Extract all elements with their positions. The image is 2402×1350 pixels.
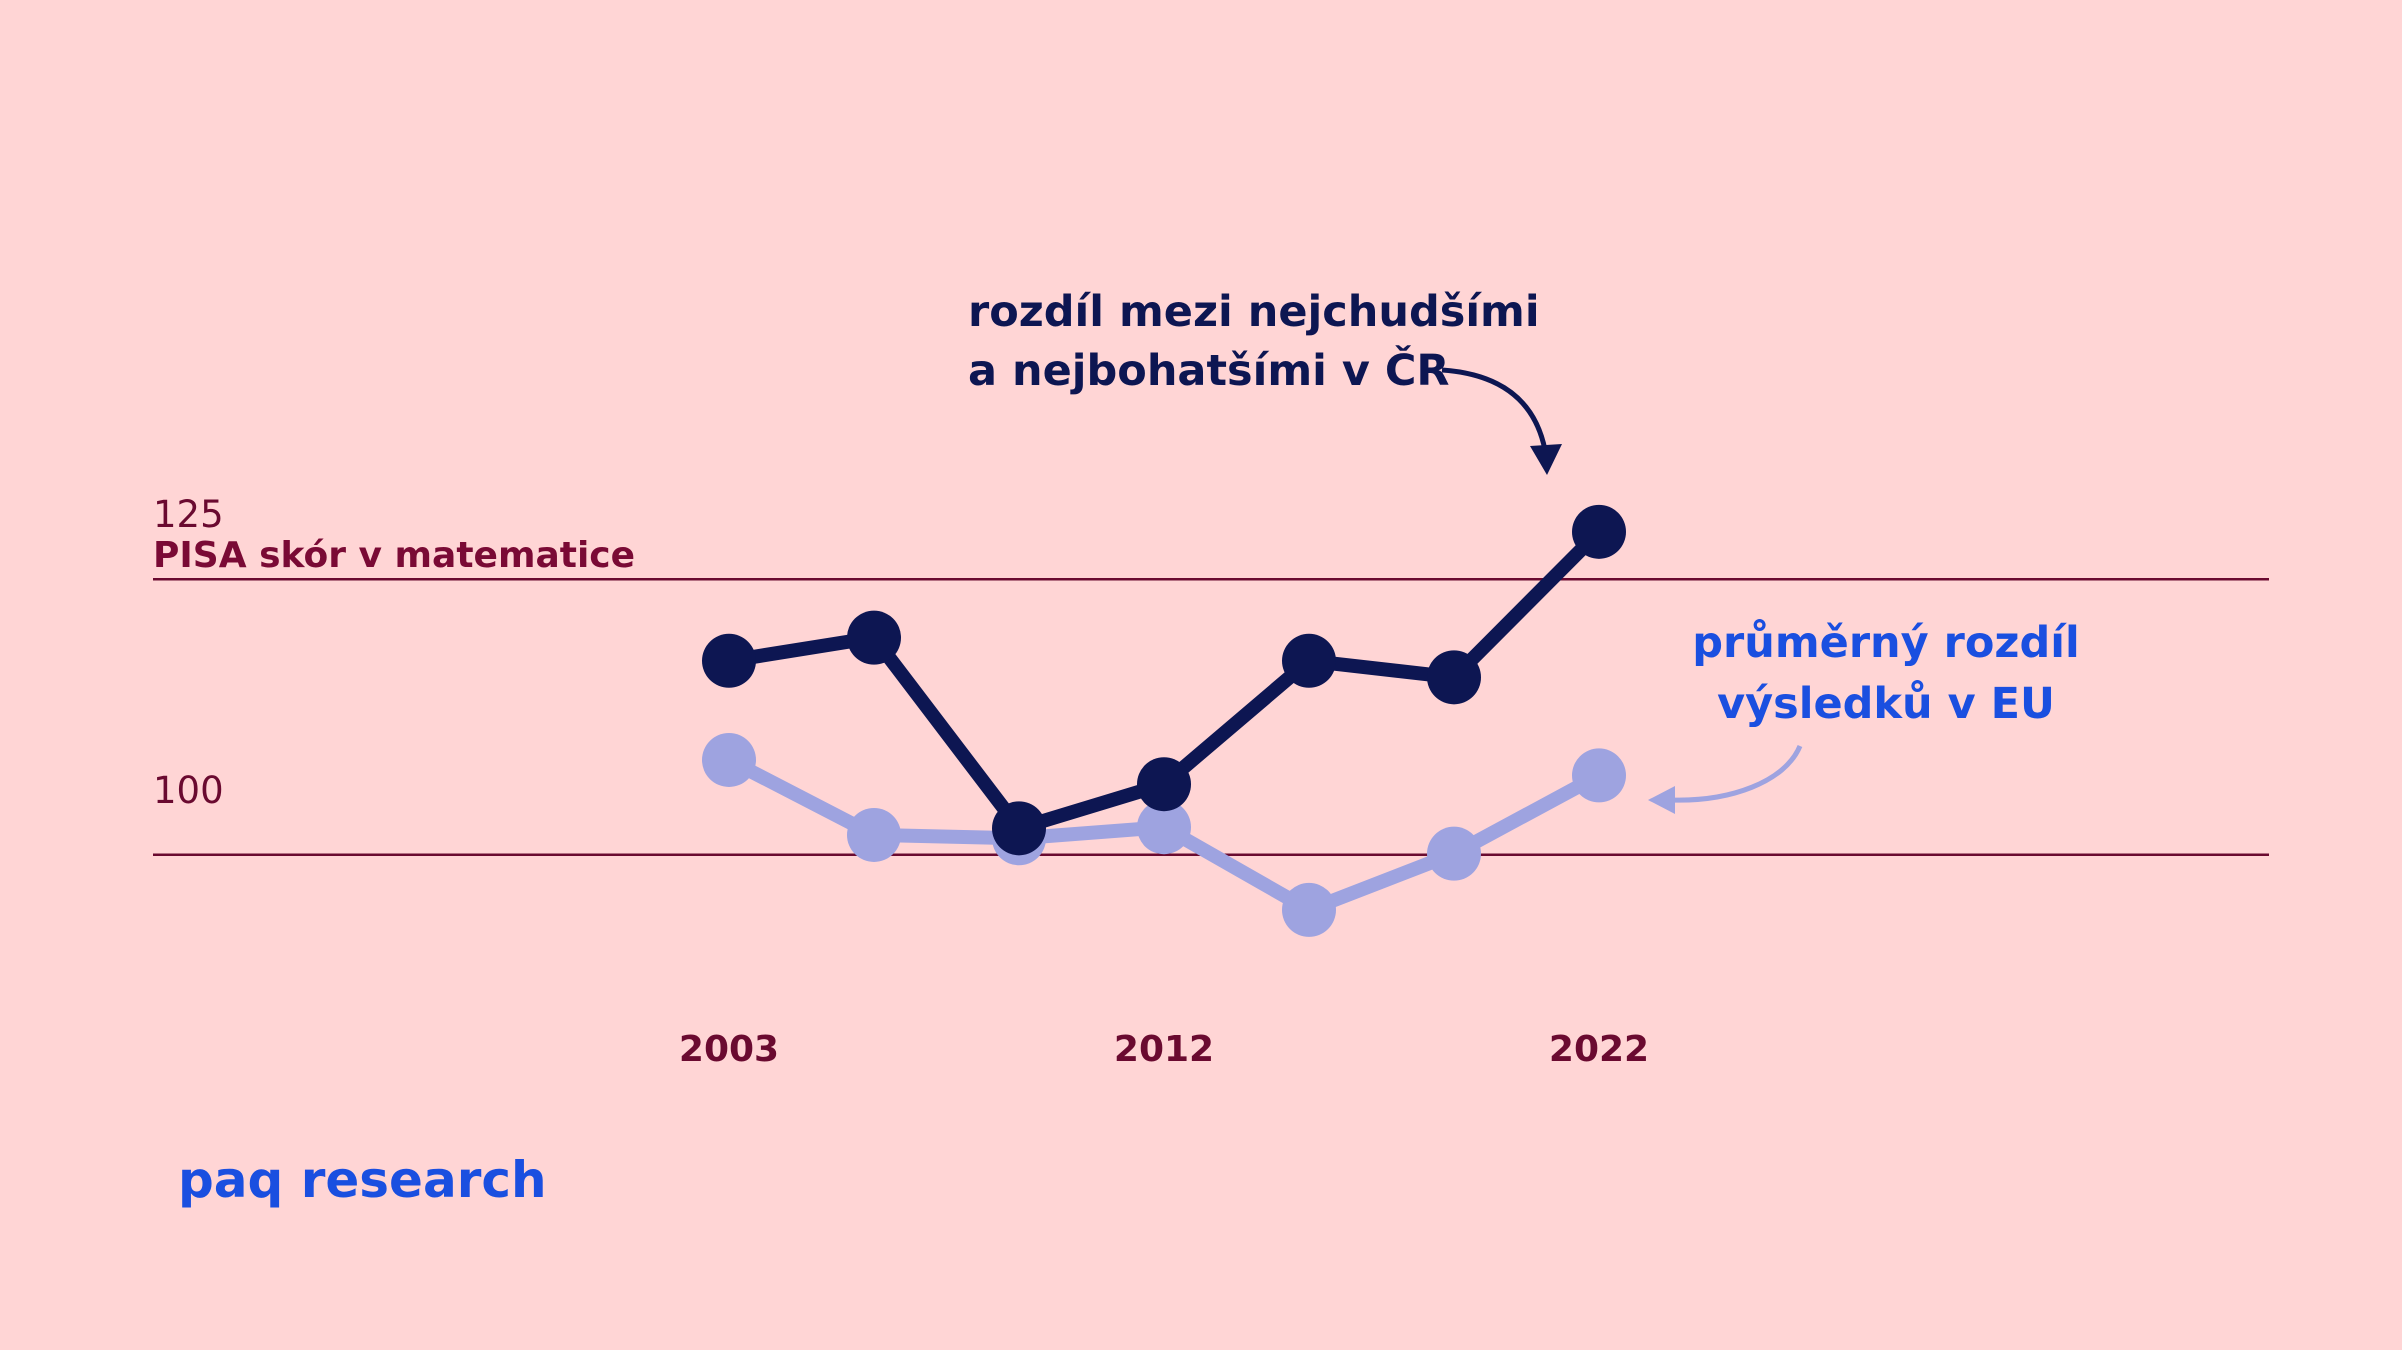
annotation: průměrný rozdíl (1692, 618, 2079, 668)
x-tick-label: 2012 (1114, 1029, 1214, 1070)
data-point (1137, 757, 1191, 812)
x-tick-label: 2022 (1549, 1029, 1649, 1070)
annotation-arrow (1669, 744, 1803, 803)
data-point (702, 732, 756, 787)
data-point (847, 807, 901, 862)
y-axis-label: PISA skór v matematice (153, 535, 635, 576)
data-point (1572, 748, 1626, 803)
data-point (992, 801, 1046, 856)
data-point (1282, 633, 1336, 688)
data-point (1427, 826, 1481, 881)
y-tick-label: 100 (153, 769, 224, 812)
data-point (847, 610, 901, 665)
annotation: výsledků v EU (1717, 679, 2055, 729)
annotation: a nejbohatšími v ČR (968, 345, 1450, 396)
arrow-head (1648, 786, 1675, 814)
arrow-head (1530, 444, 1562, 475)
data-point (1427, 650, 1481, 705)
data-point (1137, 800, 1191, 855)
data-point (702, 633, 756, 688)
data-point (1282, 882, 1336, 937)
annotation-arrow (1441, 367, 1548, 451)
y-tick-label: 125 (153, 493, 224, 536)
x-tick-label: 2003 (679, 1029, 779, 1070)
data-point (1572, 504, 1626, 559)
brand-logo: paq research (178, 1151, 547, 1209)
annotation: rozdíl mezi nejchudšími (968, 287, 1540, 337)
